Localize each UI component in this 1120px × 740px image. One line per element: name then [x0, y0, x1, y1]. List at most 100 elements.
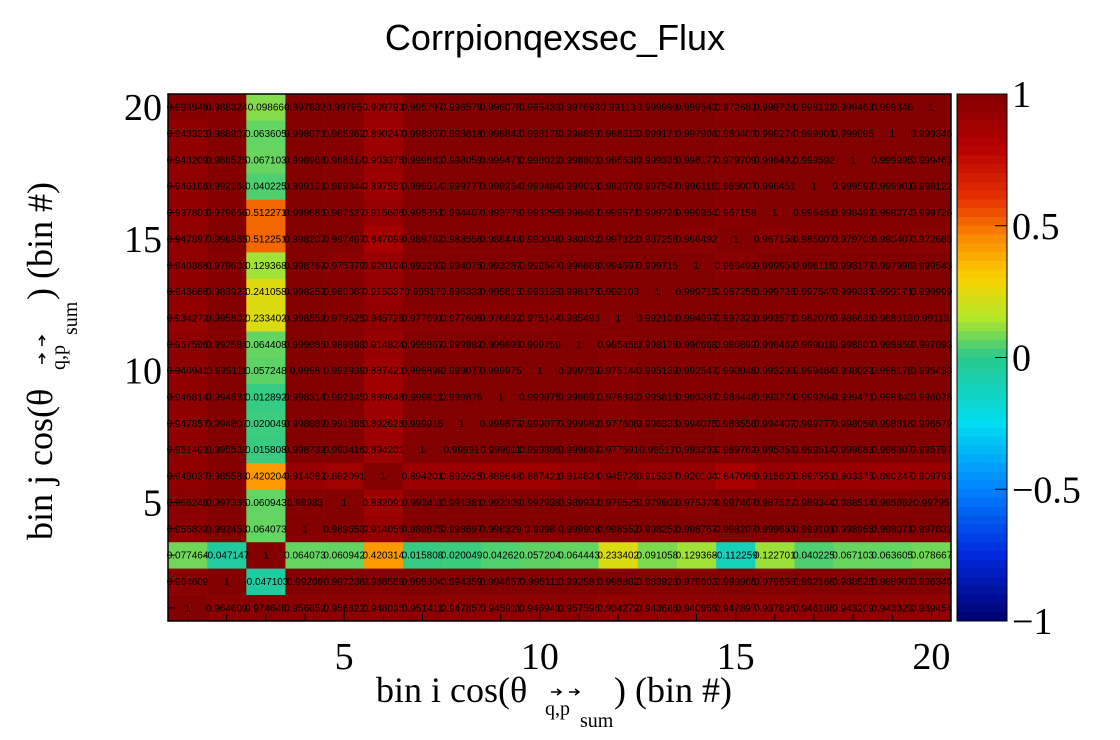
heatmap-cell — [442, 278, 482, 306]
heatmap-cell-label: 0.946941 — [167, 366, 209, 377]
heatmap-cell-label: 0.909793 — [362, 103, 404, 114]
heatmap-cell — [324, 278, 365, 306]
heatmap-cell — [285, 331, 325, 358]
heatmap-cell-label: 0.995815 — [480, 287, 522, 298]
x-axis-title-main: bin i cos(θ — [376, 670, 527, 710]
color-scale-swatch — [957, 199, 1007, 209]
heatmap-cell — [324, 515, 365, 543]
heatmap-cell-label: 0.897551 — [362, 182, 404, 193]
heatmap-cell — [637, 278, 678, 306]
heatmap-cell-label: 0.894201 — [362, 445, 404, 456]
x-axis-title-subsubscript: sum — [580, 710, 614, 732]
heatmap-cell — [207, 541, 247, 569]
heatmap-cell-label: 0.999685 — [754, 524, 796, 535]
heatmap-cell-label: 0.967158 — [715, 208, 757, 219]
heatmap-cell — [755, 120, 795, 147]
x-axis-title-suffix: ) (bin #) — [614, 670, 732, 710]
heatmap-cell — [324, 462, 365, 490]
heatmap-cell-label: 0.063605 — [245, 129, 287, 140]
heatmap-cell — [207, 383, 247, 411]
heatmap-cell-label: 0.064443 — [558, 551, 600, 562]
heatmap-cell-label: 0.946186 — [793, 603, 835, 614]
heatmap-cell-label: 0.233402 — [597, 551, 639, 562]
heatmap-cell — [246, 462, 286, 490]
heatmap-cell — [911, 462, 952, 490]
heatmap-cell-label: 0.999999 — [911, 287, 953, 298]
heatmap-cell-label: 0.979603 — [206, 261, 248, 272]
heatmap-cell — [207, 225, 247, 253]
heatmap-cell-label: 0.999346 — [911, 129, 953, 140]
color-scale-swatch — [957, 296, 1007, 306]
color-scale-swatch — [957, 612, 1007, 622]
heatmap-cell-label: 0.994631 — [206, 393, 248, 404]
heatmap-cell — [833, 462, 873, 490]
heatmap-cell-label: 0.999759 — [558, 366, 600, 377]
color-scale-swatch — [957, 418, 1007, 429]
heatmap-cell — [794, 304, 834, 332]
heatmap-cell — [755, 94, 795, 121]
heatmap-cell — [520, 225, 560, 253]
heatmap-cell — [207, 331, 247, 358]
heatmap-cell — [755, 515, 795, 543]
heatmap-cell-label: -0.047103 — [243, 577, 288, 588]
heatmap-cell — [402, 436, 443, 464]
heatmap-cell — [559, 541, 599, 569]
heatmap-cell-label: 0.887421 — [519, 472, 561, 483]
heatmap-cell — [481, 568, 521, 595]
heatmap-cell-label: 0.057204 — [519, 551, 561, 562]
heatmap-cell-label: 0.512271 — [245, 208, 287, 219]
y-axis-title-subsubscript: sum — [60, 301, 82, 335]
heatmap-cell — [676, 146, 717, 174]
heatmap-cell — [559, 331, 599, 358]
heatmap-cell — [598, 331, 639, 358]
heatmap-cell-label: 0.994075 — [676, 419, 718, 430]
heatmap-cell — [598, 146, 639, 174]
heatmap-cell-label: 0.909793 — [911, 472, 953, 483]
heatmap-cell — [872, 462, 913, 490]
heatmap-cell — [363, 436, 404, 464]
heatmap-cell-label: 0.988613 — [597, 129, 639, 140]
heatmap-cell — [363, 252, 404, 279]
heatmap-cell — [911, 568, 952, 595]
heatmap-cell-label: 0.915605 — [362, 208, 404, 219]
heatmap-cell — [363, 146, 404, 174]
heatmap-cell — [872, 146, 913, 174]
heatmap-cell-label: 0.979525 — [597, 498, 639, 509]
heatmap-cell — [324, 331, 365, 358]
heatmap-cell — [794, 94, 834, 121]
color-scale-swatch — [957, 216, 1007, 227]
heatmap-cell — [637, 568, 678, 595]
heatmap-cell — [481, 436, 521, 464]
heatmap-cell-label: 0.995351 — [754, 445, 796, 456]
heatmap-cell — [324, 252, 365, 279]
heatmap-cell — [285, 568, 325, 595]
heatmap-cell-label: 0.985862 — [871, 498, 913, 509]
heatmap-cell-label: 0.992103 — [597, 287, 639, 298]
heatmap-cell — [324, 120, 365, 147]
heatmap-cell-label: 0.990048 — [715, 366, 757, 377]
color-scale-swatch — [957, 331, 1007, 341]
heatmap-cell-label: 0.989875 — [402, 524, 444, 535]
y-tick-label: 15 — [124, 219, 162, 261]
heatmap-cell-label: 0.999171 — [637, 129, 679, 140]
heatmap-cell — [794, 146, 834, 174]
heatmap-cell — [520, 94, 560, 121]
heatmap-cell — [246, 436, 286, 464]
heatmap-cell — [794, 410, 834, 437]
heatmap-cell-label: 1 — [224, 577, 230, 588]
heatmap-cell — [324, 383, 365, 411]
x-tick-label: 20 — [912, 636, 950, 678]
heatmap-cell-label: 0.998329 — [480, 524, 522, 535]
heatmap-cell — [324, 199, 365, 227]
heatmap-cell-label: 0.995139 — [519, 287, 561, 298]
color-scale-swatch — [957, 410, 1007, 420]
heatmap-cell — [716, 199, 756, 227]
heatmap-cell — [598, 120, 639, 147]
heatmap-cell-label: 0.998178 — [558, 287, 600, 298]
heatmap-cell-label: 0.980892 — [715, 340, 757, 351]
color-scale-swatch — [957, 480, 1007, 490]
heatmap-cell — [833, 225, 873, 253]
heatmap-cell-label: 0.015808 — [245, 445, 287, 456]
heatmap-cell — [207, 278, 247, 306]
heatmap-cell — [442, 410, 482, 437]
